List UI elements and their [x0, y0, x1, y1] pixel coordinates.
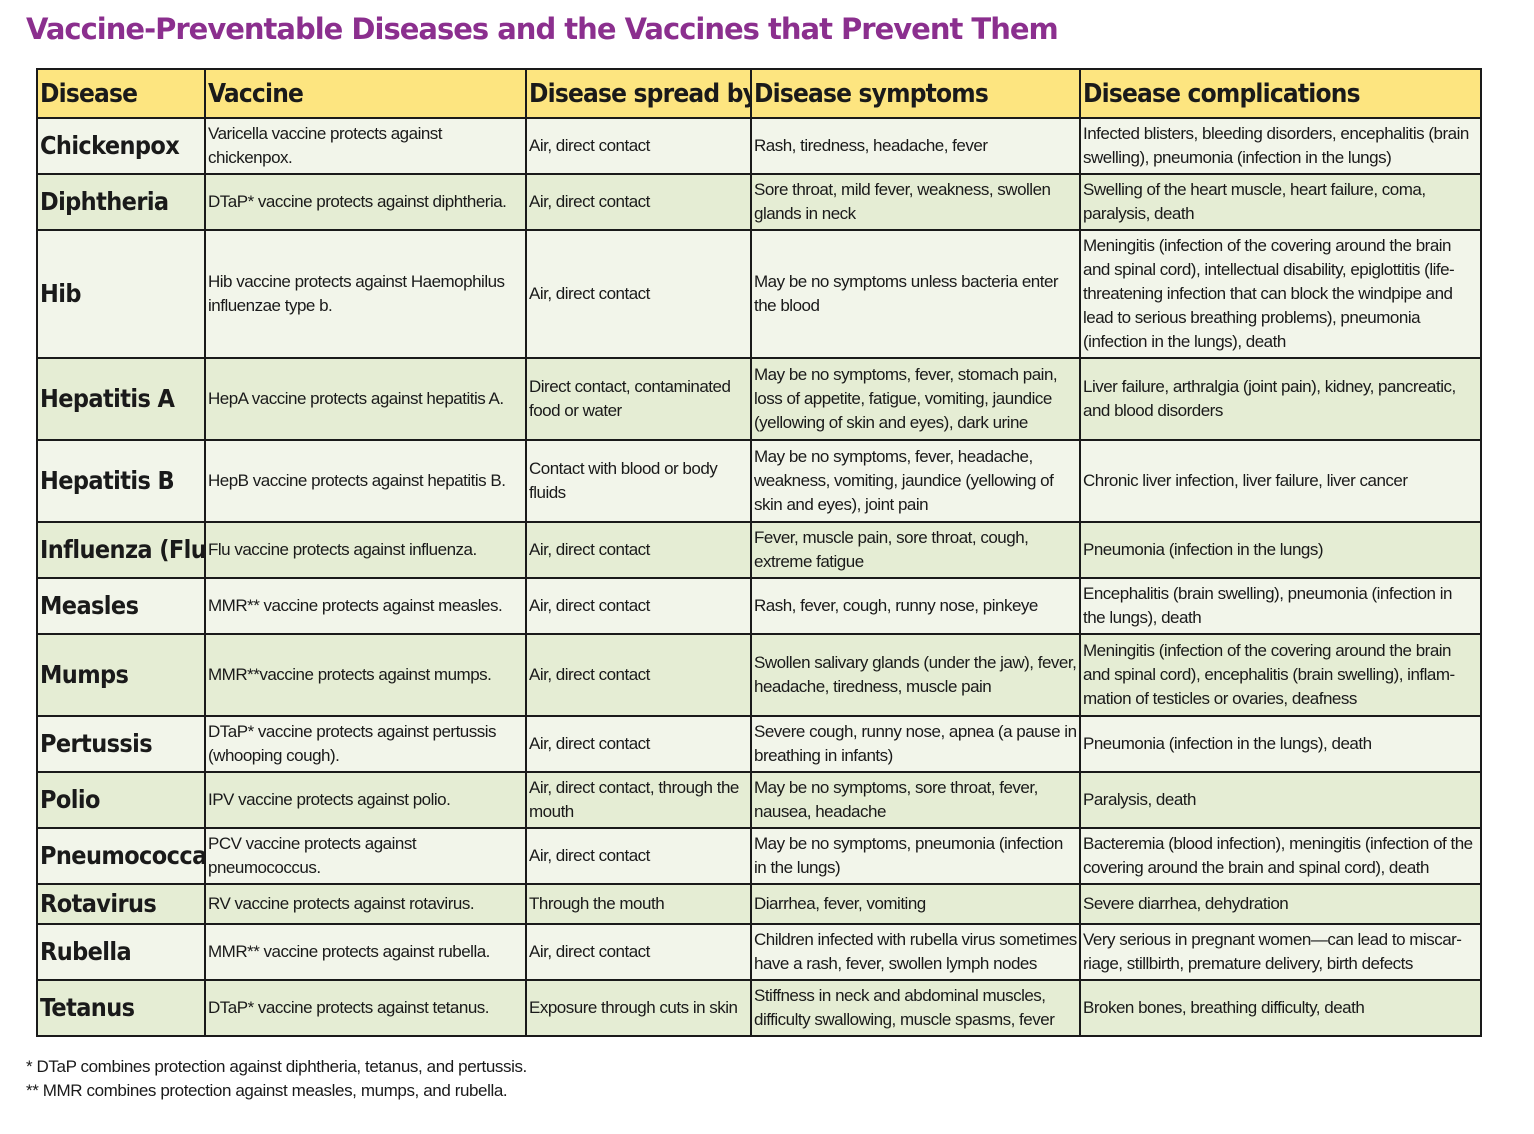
footnote-dtap: * DTaP combines protection against dipht…: [26, 1057, 527, 1076]
cell-spread: Through the mouth: [525, 883, 752, 925]
cell-symptoms: May be no symptoms, fever, stomach pain,…: [750, 357, 1081, 441]
cell-disease: Chickenpox: [36, 117, 206, 175]
cell-symptoms: Severe cough, runny nose, apnea (a pause…: [750, 715, 1081, 773]
cell-complications: Severe diarrhea, dehydration: [1079, 883, 1482, 925]
cell-vaccine: Varicella vaccine protects against chick…: [204, 117, 527, 175]
cell-symptoms: Stiffness in neck and abdominal muscles,…: [750, 979, 1081, 1037]
cell-complications: Swelling of the heart muscle, heart fail…: [1079, 173, 1482, 231]
table-row: Polio IPV vaccine protects against polio.…: [36, 771, 1482, 829]
cell-disease: Rotavirus: [36, 883, 206, 925]
cell-spread: Air, direct contact: [525, 715, 752, 773]
cell-disease: Mumps: [36, 633, 206, 717]
cell-symptoms: May be no symptoms, sore throat, fever, …: [750, 771, 1081, 829]
cell-complications: Pneumonia (infection in the lungs), deat…: [1079, 715, 1482, 773]
cell-spread: Air, direct contact: [525, 923, 752, 981]
cell-vaccine: DTaP* vaccine protects against diphtheri…: [204, 173, 527, 231]
cell-disease: Rubella: [36, 923, 206, 981]
cell-symptoms: Rash, fever, cough, runny nose, pinkeye: [750, 577, 1081, 635]
cell-spread: Air, direct contact: [525, 229, 752, 359]
cell-disease: Influenza (Flu): [36, 521, 206, 579]
cell-complications: Infected blisters, bleeding disorders, e…: [1079, 117, 1482, 175]
cell-symptoms: May be no symptoms unless bacteria enter…: [750, 229, 1081, 359]
cell-vaccine: MMR** vaccine protects against measles.: [204, 577, 527, 635]
cell-disease: Hepatitis B: [36, 439, 206, 523]
table-row: Rubella MMR** vaccine protects against ru…: [36, 923, 1482, 981]
cell-vaccine: RV vaccine protects against rotavirus.: [204, 883, 527, 925]
cell-complications: Chronic liver infection, liver failure, …: [1079, 439, 1482, 523]
table-row: Hepatitis B HepB vaccine protects against…: [36, 439, 1482, 523]
cell-complications: Meningitis (infection of the covering ar…: [1079, 633, 1482, 717]
cell-vaccine: Hib vaccine protects against Haemophilus…: [204, 229, 527, 359]
table-row: Hib Hib vaccine protects against Haemophi…: [36, 229, 1482, 359]
cell-vaccine: IPV vaccine protects against polio.: [204, 771, 527, 829]
header-spread: Disease spread by: [525, 68, 752, 119]
cell-spread: Direct contact, contaminated food or wat…: [525, 357, 752, 441]
table-row: Rotavirus RV vaccine protects against rot…: [36, 883, 1482, 925]
table-row: Tetanus DTaP* vaccine protects against te…: [36, 979, 1482, 1037]
cell-vaccine: MMR** vaccine protects against rubella.: [204, 923, 527, 981]
table-row: Pertussis DTaP* vaccine protects against …: [36, 715, 1482, 773]
cell-spread: Air, direct contact: [525, 633, 752, 717]
cell-spread: Air, direct contact: [525, 521, 752, 579]
cell-vaccine: MMR**vaccine protects against mumps.: [204, 633, 527, 717]
vaccine-table: Disease Vaccine Disease spread by Diseas…: [36, 68, 1482, 1037]
cell-disease: Hepatitis A: [36, 357, 206, 441]
cell-spread: Contact with blood or body fluids: [525, 439, 752, 523]
table-row: Influenza (Flu) Flu vaccine protects agai…: [36, 521, 1482, 579]
table-row: Chickenpox Varicella vaccine protects aga…: [36, 117, 1482, 175]
header-complications: Disease complications: [1079, 68, 1482, 119]
cell-spread: Air, direct contact: [525, 117, 752, 175]
table-row: Mumps MMR**vaccine protects against mumps…: [36, 633, 1482, 717]
cell-vaccine: HepA vaccine protects against hepatitis …: [204, 357, 527, 441]
cell-symptoms: Rash, tiredness, headache, fever: [750, 117, 1081, 175]
cell-vaccine: DTaP* vaccine protects against tetanus.: [204, 979, 527, 1037]
header-row: Disease Vaccine Disease spread by Diseas…: [36, 68, 1482, 119]
cell-symptoms: Sore throat, mild fever, weakness, swoll…: [750, 173, 1081, 231]
cell-disease: Diphtheria: [36, 173, 206, 231]
cell-disease: Hib: [36, 229, 206, 359]
table-row: Hepatitis A HepA vaccine protects against…: [36, 357, 1482, 441]
cell-symptoms: Fever, muscle pain, sore throat, cough, …: [750, 521, 1081, 579]
cell-spread: Air, direct contact: [525, 173, 752, 231]
header-vaccine: Vaccine: [204, 68, 527, 119]
cell-symptoms: Swollen salivary glands (under the jaw),…: [750, 633, 1081, 717]
cell-complications: Broken bones, breathing difficulty, deat…: [1079, 979, 1482, 1037]
cell-complications: Paralysis, death: [1079, 771, 1482, 829]
cell-symptoms: Diarrhea, fever, vomiting: [750, 883, 1081, 925]
cell-disease: Measles: [36, 577, 206, 635]
cell-symptoms: May be no symptoms, fever, headache, wea…: [750, 439, 1081, 523]
header-symptoms: Disease symptoms: [750, 68, 1081, 119]
cell-complications: Bacteremia (blood infection), meningitis…: [1079, 827, 1482, 885]
cell-spread: Exposure through cuts in skin: [525, 979, 752, 1037]
header-disease: Disease: [36, 68, 206, 119]
cell-vaccine: HepB vaccine protects against hepatitis …: [204, 439, 527, 523]
cell-spread: Air, direct contact: [525, 577, 752, 635]
cell-complications: Liver failure, arthralgia (joint pain), …: [1079, 357, 1482, 441]
cell-vaccine: Flu vaccine protects against influenza.: [204, 521, 527, 579]
page-title: Vaccine-Preventable Diseases and the Vac…: [26, 12, 1059, 46]
cell-spread: Air, direct contact: [525, 827, 752, 885]
cell-complications: Very serious in pregnant women—can lead …: [1079, 923, 1482, 981]
cell-disease: Polio: [36, 771, 206, 829]
table-row: Measles MMR** vaccine protects against me…: [36, 577, 1482, 635]
table-row: Diphtheria DTaP* vaccine protects against…: [36, 173, 1482, 231]
cell-symptoms: Children infected with rubella virus som…: [750, 923, 1081, 981]
cell-complications: Pneumonia (infection in the lungs): [1079, 521, 1482, 579]
footnote-mmr: ** MMR combines protection against measl…: [26, 1081, 508, 1100]
table-row: Pneumococcal PCV vaccine protects against…: [36, 827, 1482, 885]
cell-complications: Encephalitis (brain swelling), pneumonia…: [1079, 577, 1482, 635]
cell-vaccine: DTaP* vaccine protects against pertussis…: [204, 715, 527, 773]
cell-disease: Pneumococcal: [36, 827, 206, 885]
cell-complications: Meningitis (infection of the covering ar…: [1079, 229, 1482, 359]
cell-symptoms: May be no symptoms, pneumonia (infection…: [750, 827, 1081, 885]
cell-spread: Air, direct contact, through the mouth: [525, 771, 752, 829]
cell-disease: Tetanus: [36, 979, 206, 1037]
cell-vaccine: PCV vaccine protects against pneumococcu…: [204, 827, 527, 885]
footnotes: * DTaP combines protection against dipht…: [26, 1055, 527, 1103]
cell-disease: Pertussis: [36, 715, 206, 773]
